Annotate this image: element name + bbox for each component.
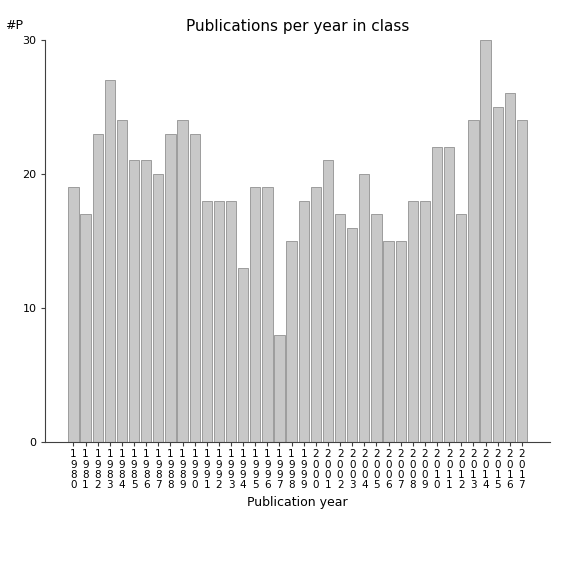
Bar (347, 227, 357, 442)
Bar (408, 201, 418, 442)
Bar (274, 335, 285, 442)
Bar (153, 174, 163, 442)
Bar (359, 174, 370, 442)
Bar (517, 120, 527, 442)
Bar (141, 160, 151, 442)
Bar (323, 160, 333, 442)
Bar (81, 214, 91, 442)
Bar (335, 214, 345, 442)
Bar (68, 187, 79, 442)
Bar (444, 147, 454, 442)
Bar (286, 241, 297, 442)
Bar (493, 107, 503, 442)
Bar (165, 134, 176, 442)
Bar (129, 160, 139, 442)
Bar (202, 201, 212, 442)
Bar (299, 201, 309, 442)
X-axis label: Publication year: Publication year (247, 496, 348, 509)
Bar (117, 120, 127, 442)
Bar (250, 187, 260, 442)
Bar (396, 241, 406, 442)
Bar (189, 134, 200, 442)
Bar (480, 40, 490, 442)
Bar (420, 201, 430, 442)
Bar (177, 120, 188, 442)
Bar (311, 187, 321, 442)
Bar (262, 187, 273, 442)
Bar (92, 134, 103, 442)
Bar (371, 214, 382, 442)
Bar (383, 241, 393, 442)
Bar (238, 268, 248, 442)
Text: #P: #P (5, 19, 23, 32)
Bar (468, 120, 479, 442)
Bar (214, 201, 224, 442)
Bar (432, 147, 442, 442)
Bar (226, 201, 236, 442)
Bar (505, 94, 515, 442)
Bar (105, 80, 115, 442)
Title: Publications per year in class: Publications per year in class (186, 19, 409, 35)
Bar (456, 214, 467, 442)
